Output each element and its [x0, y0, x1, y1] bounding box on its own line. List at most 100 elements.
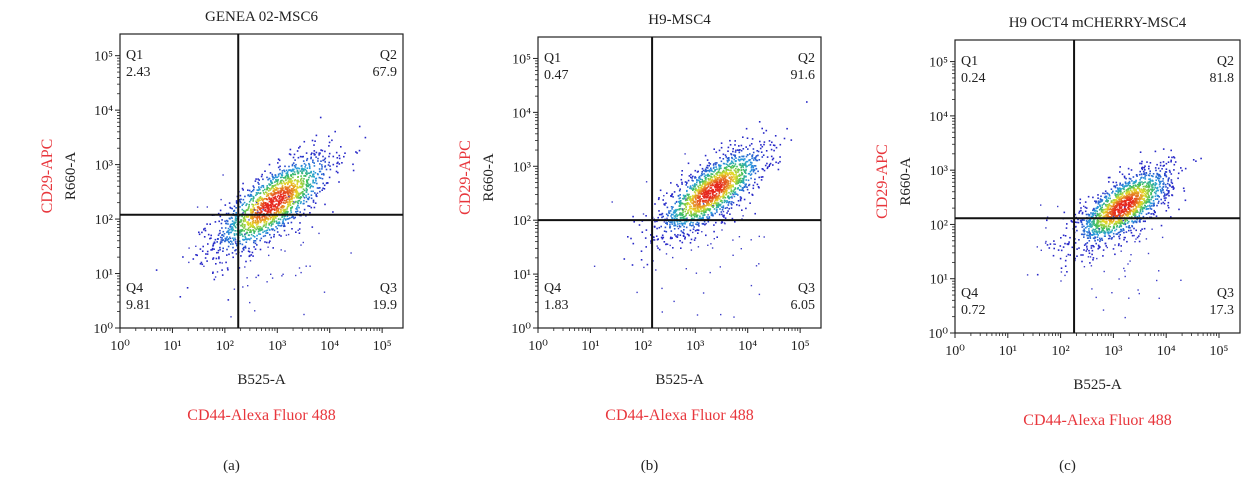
scatter-point: [272, 178, 274, 181]
scatter-point: [220, 241, 223, 243]
scatter-point: [252, 188, 255, 191]
scatter-point: [1141, 207, 1144, 209]
scatter-point: [1110, 201, 1112, 204]
scatter-point: [261, 227, 263, 229]
scatter-point: [257, 221, 260, 224]
scatter-point: [695, 215, 698, 217]
scatter-point: [1129, 227, 1131, 229]
scatter-point: [717, 186, 720, 189]
scatter-point: [653, 236, 655, 239]
scatter-point: [267, 194, 270, 197]
scatter-point: [1129, 189, 1132, 192]
scatter-point: [298, 199, 301, 202]
scatter-point: [227, 227, 230, 230]
scatter-point: [715, 176, 717, 178]
scatter-point: [1151, 186, 1153, 188]
scatter-point: [1107, 211, 1110, 214]
scatter-point: [1147, 186, 1149, 188]
scatter-point: [1126, 193, 1128, 195]
scatter-point: [693, 218, 695, 220]
scatter-point: [240, 201, 242, 204]
scatter-point: [1098, 200, 1100, 202]
scatter-point: [282, 219, 284, 221]
scatter-point: [716, 179, 718, 182]
x-tick-label: 10²: [216, 339, 234, 354]
scatter-point: [714, 169, 717, 172]
scatter-point: [235, 242, 237, 245]
scatter-point: [1100, 214, 1103, 217]
scatter-point: [692, 175, 694, 178]
scatter-point: [720, 178, 722, 180]
scatter-point: [763, 143, 765, 146]
scatter-point: [1129, 212, 1131, 215]
scatter-point: [282, 180, 285, 183]
scatter-point: [220, 239, 223, 241]
scatter-point: [265, 195, 268, 198]
scatter-point: [214, 238, 217, 241]
scatter-point: [279, 181, 282, 183]
scatter-point: [713, 166, 715, 169]
scatter-point: [697, 191, 700, 194]
scatter-point: [249, 254, 251, 257]
scatter-point: [306, 181, 308, 184]
scatter-point: [1083, 233, 1086, 235]
scatter-point: [1121, 211, 1124, 213]
scatter-point: [696, 179, 698, 182]
scatter-point: [328, 152, 331, 155]
scatter-point: [767, 166, 769, 168]
scatter-point: [241, 204, 243, 207]
scatter-point: [289, 194, 291, 197]
scatter-point: [1147, 193, 1150, 196]
scatter-point: [217, 249, 220, 252]
scatter-point: [715, 182, 718, 184]
scatter-point: [242, 286, 244, 288]
scatter-point: [1104, 231, 1107, 234]
scatter-point: [235, 211, 237, 214]
scatter-point: [298, 185, 301, 188]
scatter-point: [717, 197, 720, 199]
scatter-point: [1170, 173, 1173, 175]
scatter-point: [644, 237, 647, 239]
scatter-point: [274, 204, 276, 206]
scatter-point: [739, 174, 742, 177]
scatter-point: [732, 162, 735, 165]
scatter-point: [255, 216, 257, 219]
scatter-point: [759, 147, 762, 150]
y-tick-label: 10⁴: [512, 106, 531, 121]
scatter-point: [1097, 194, 1099, 196]
scatter-point: [276, 192, 279, 194]
scatter-point: [726, 172, 728, 174]
scatter-point: [692, 222, 694, 224]
scatter-point: [273, 200, 275, 203]
scatter-point: [725, 193, 727, 196]
scatter-point: [1148, 178, 1150, 181]
scatter-point: [295, 208, 297, 210]
scatter-point: [271, 229, 274, 231]
scatter-point: [754, 157, 756, 159]
scatter-point: [1109, 235, 1111, 238]
scatter-point: [692, 207, 695, 210]
scatter-point: [670, 182, 672, 184]
scatter-point: [283, 189, 285, 192]
scatter-point: [728, 186, 730, 189]
scatter-point: [285, 186, 288, 189]
scatter-point: [688, 214, 691, 216]
scatter-point: [281, 172, 284, 174]
scatter-point: [328, 155, 330, 158]
scatter-point: [309, 171, 312, 174]
scatter-point: [737, 181, 740, 184]
scatter-point: [1162, 178, 1164, 180]
scatter-point: [275, 198, 277, 200]
scatter-point: [638, 224, 641, 226]
scatter-point: [1083, 236, 1085, 238]
scatter-point: [697, 209, 699, 212]
scatter-point: [1145, 174, 1147, 177]
scatter-point: [709, 163, 712, 165]
scatter-point: [310, 156, 312, 159]
scatter-point: [708, 208, 710, 210]
scatter-point: [266, 206, 268, 208]
scatter-point: [713, 176, 716, 179]
scatter-point: [720, 211, 723, 213]
scatter-point: [201, 263, 204, 266]
scatter-point: [694, 177, 696, 179]
